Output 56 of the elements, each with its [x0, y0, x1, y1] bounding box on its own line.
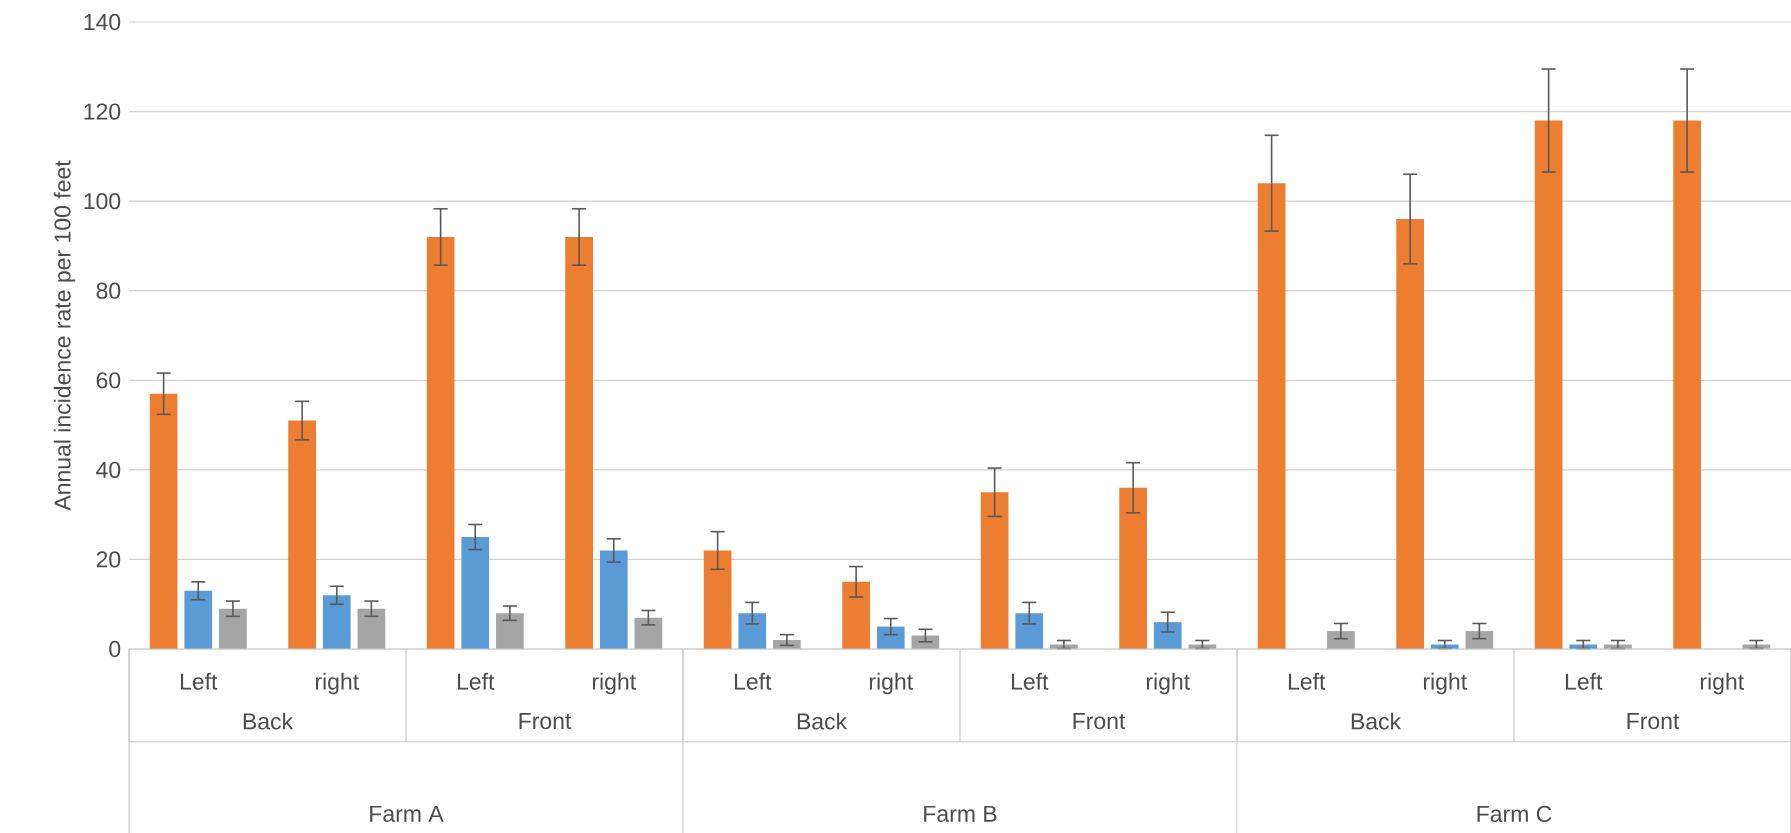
- x-tick-label: right: [315, 672, 359, 695]
- x-tick-label: Left: [457, 672, 495, 690]
- bar: [738, 613, 767, 649]
- bar: [426, 236, 455, 649]
- bar: [461, 537, 490, 649]
- bar: [876, 626, 905, 649]
- x-tick-label: right: [1700, 672, 1744, 695]
- bar: [219, 608, 247, 649]
- text: Farm B: [924, 805, 997, 822]
- bar: [1673, 120, 1701, 649]
- text: Front: [519, 713, 572, 730]
- y-tick-label: 140: [84, 13, 121, 31]
- bar: [599, 550, 628, 649]
- y-tick-label: 80: [96, 282, 121, 299]
- x-tick-label: right: [869, 672, 913, 695]
- bar: [288, 420, 316, 649]
- x-tick-label: Left: [180, 672, 218, 690]
- bar: [1257, 183, 1286, 649]
- y-tick-label: 40: [96, 461, 121, 478]
- bar: [980, 492, 1009, 649]
- text: Farm C: [1477, 805, 1552, 823]
- text: Back: [797, 712, 848, 730]
- y-tick-label: 100: [84, 193, 121, 210]
- bar: [1015, 613, 1044, 649]
- y-tick-label: 0: [109, 640, 121, 658]
- bar: [1153, 622, 1182, 649]
- x-tick-label: right: [592, 672, 636, 695]
- x-tick-label: Left: [1288, 672, 1326, 690]
- bar: [1396, 219, 1424, 649]
- y-axis-title: Annual incidence rate per 100 feet: [53, 160, 76, 511]
- bar: [357, 608, 386, 649]
- bar: [149, 393, 178, 649]
- x-tick-label: Left: [734, 672, 772, 690]
- y-tick-label: 120: [84, 103, 121, 120]
- bar: [1327, 631, 1355, 649]
- text: Farm A: [370, 805, 444, 822]
- bar: [1534, 120, 1563, 649]
- text: Front: [1073, 713, 1126, 730]
- x-tick-label: right: [1423, 672, 1467, 695]
- bar: [496, 613, 524, 649]
- x-tick-label: right: [1146, 672, 1190, 695]
- bar: [322, 595, 351, 649]
- x-tick-label: Left: [1011, 672, 1049, 690]
- y-tick-label: 20: [96, 551, 121, 568]
- bar: [842, 581, 870, 649]
- y-tick-label: 60: [96, 372, 121, 389]
- bar: [703, 550, 732, 649]
- text: Front: [1627, 713, 1680, 730]
- bar: [1119, 487, 1147, 649]
- text: Back: [243, 712, 294, 730]
- x-tick-label: Left: [1565, 672, 1603, 690]
- text: Back: [1351, 712, 1402, 730]
- bar: [184, 590, 213, 649]
- bar: [634, 617, 663, 649]
- bar: [565, 236, 593, 649]
- bar: [1465, 631, 1494, 649]
